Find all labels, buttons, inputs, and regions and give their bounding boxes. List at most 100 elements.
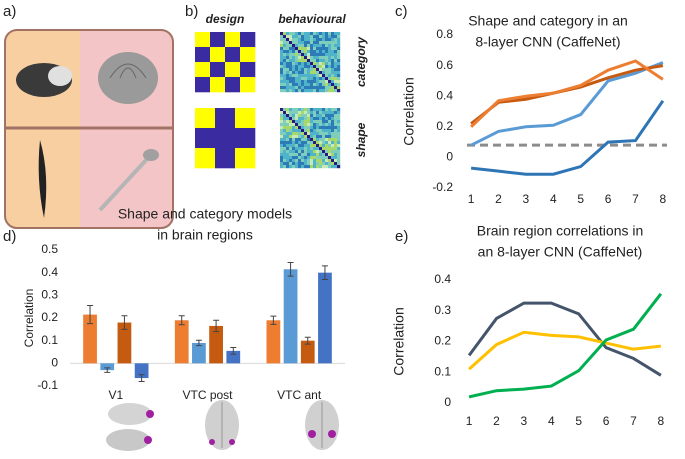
matrix-cell bbox=[295, 129, 299, 133]
matrix-cell bbox=[304, 111, 308, 115]
panel-label: b) bbox=[185, 3, 198, 20]
matrix-cell bbox=[328, 153, 332, 157]
matrix-cell bbox=[298, 132, 302, 136]
matrix-cell bbox=[295, 56, 299, 60]
matrix-cell bbox=[289, 44, 293, 48]
matrix-cell bbox=[331, 68, 335, 72]
matrix-cell bbox=[307, 138, 311, 142]
y-tick-label: 0.2 bbox=[436, 119, 453, 133]
matrix-cell bbox=[319, 108, 323, 112]
matrix-cell bbox=[337, 77, 341, 81]
matrix-cell bbox=[319, 44, 323, 48]
matrix-cell bbox=[334, 32, 338, 36]
matrix-cell bbox=[307, 162, 311, 166]
matrix-cell bbox=[337, 44, 341, 48]
matrix-cell bbox=[304, 50, 308, 54]
matrix-cell bbox=[304, 83, 308, 87]
error-bar bbox=[270, 315, 277, 325]
matrix-cell bbox=[292, 147, 296, 151]
y-tick-label: 0.3 bbox=[434, 303, 451, 317]
matrix-cell bbox=[301, 153, 305, 157]
matrix-cell bbox=[328, 132, 332, 136]
matrix-cell bbox=[283, 147, 287, 151]
matrix-cell bbox=[283, 120, 287, 124]
matrix-cell bbox=[289, 162, 293, 166]
matrix-cell bbox=[316, 138, 320, 142]
matrix-cell bbox=[289, 62, 293, 66]
matrix-cell bbox=[304, 162, 308, 166]
matrix-cell bbox=[283, 126, 287, 130]
matrix-cell bbox=[319, 150, 323, 154]
matrix-cell bbox=[310, 117, 314, 121]
x-tick-label: 8 bbox=[658, 414, 665, 428]
matrix-cell bbox=[295, 123, 299, 127]
matrix-cell bbox=[331, 114, 335, 118]
matrix-cell bbox=[292, 144, 296, 148]
matrix-cell bbox=[310, 56, 314, 60]
matrix-cell bbox=[298, 65, 302, 69]
matrix-cell bbox=[286, 120, 290, 124]
matrix-cell bbox=[292, 41, 296, 45]
matrix-cell bbox=[325, 147, 329, 151]
matrix-cell bbox=[304, 117, 308, 121]
matrix-cell bbox=[322, 120, 326, 124]
bar bbox=[209, 325, 223, 364]
matrix-cell bbox=[334, 144, 338, 148]
matrix-cell bbox=[313, 59, 317, 63]
matrix-cell bbox=[325, 156, 329, 160]
matrix-cell bbox=[298, 62, 302, 66]
matrix-cell bbox=[225, 77, 241, 93]
matrix-cell bbox=[289, 129, 293, 133]
matrix-cell bbox=[331, 111, 335, 115]
matrix-cell bbox=[325, 153, 329, 157]
matrix-cell bbox=[310, 138, 314, 142]
matrix-cell bbox=[289, 59, 293, 63]
matrix-cell bbox=[283, 80, 287, 84]
matrix-cell bbox=[307, 126, 311, 130]
matrix-cell bbox=[325, 165, 329, 169]
matrix-cell bbox=[301, 59, 305, 63]
matrix-cell bbox=[325, 59, 329, 63]
matrix-cell bbox=[319, 38, 323, 42]
matrix-cell bbox=[331, 141, 335, 145]
matrix-cell bbox=[307, 47, 311, 51]
matrix-cell bbox=[337, 120, 341, 124]
matrix-cell bbox=[298, 53, 302, 57]
matrix-cell bbox=[283, 165, 287, 169]
matrix-cell bbox=[325, 71, 329, 75]
x-tick-label: 2 bbox=[493, 414, 500, 428]
matrix-cell bbox=[316, 165, 320, 169]
line-series bbox=[470, 99, 665, 176]
matrix-cell bbox=[298, 144, 302, 148]
matrix-cell bbox=[313, 41, 317, 45]
y-tick-label: 0.4 bbox=[41, 265, 58, 279]
matrix-cell bbox=[316, 56, 320, 60]
matrix-cell bbox=[301, 65, 305, 69]
matrix-cell bbox=[289, 83, 293, 87]
matrix-cell bbox=[295, 74, 299, 78]
matrix-cell bbox=[298, 35, 302, 39]
matrix-cell bbox=[295, 162, 299, 166]
matrix-cell bbox=[292, 117, 296, 121]
matrix-cell bbox=[295, 47, 299, 51]
matrix-cell bbox=[313, 111, 317, 115]
matrix-cell bbox=[325, 44, 329, 48]
matrix-cell bbox=[289, 123, 293, 127]
matrix-cell bbox=[295, 53, 299, 57]
matrix-cell bbox=[304, 120, 308, 124]
error-bar bbox=[195, 339, 202, 347]
matrix-cell bbox=[283, 50, 287, 54]
matrix-cell bbox=[298, 59, 302, 63]
matrix-cell bbox=[319, 117, 323, 121]
y-axis-label: Correlation bbox=[391, 307, 407, 375]
matrix-cell bbox=[334, 62, 338, 66]
matrix-cell bbox=[337, 114, 341, 118]
matrix-cell bbox=[334, 71, 338, 75]
bar bbox=[300, 340, 315, 364]
matrix-cell bbox=[307, 68, 311, 72]
matrix-cell bbox=[280, 156, 284, 160]
matrix-cell bbox=[328, 44, 332, 48]
matrix-cell bbox=[328, 147, 332, 151]
roi bbox=[308, 430, 316, 438]
matrix-cell bbox=[310, 162, 314, 166]
